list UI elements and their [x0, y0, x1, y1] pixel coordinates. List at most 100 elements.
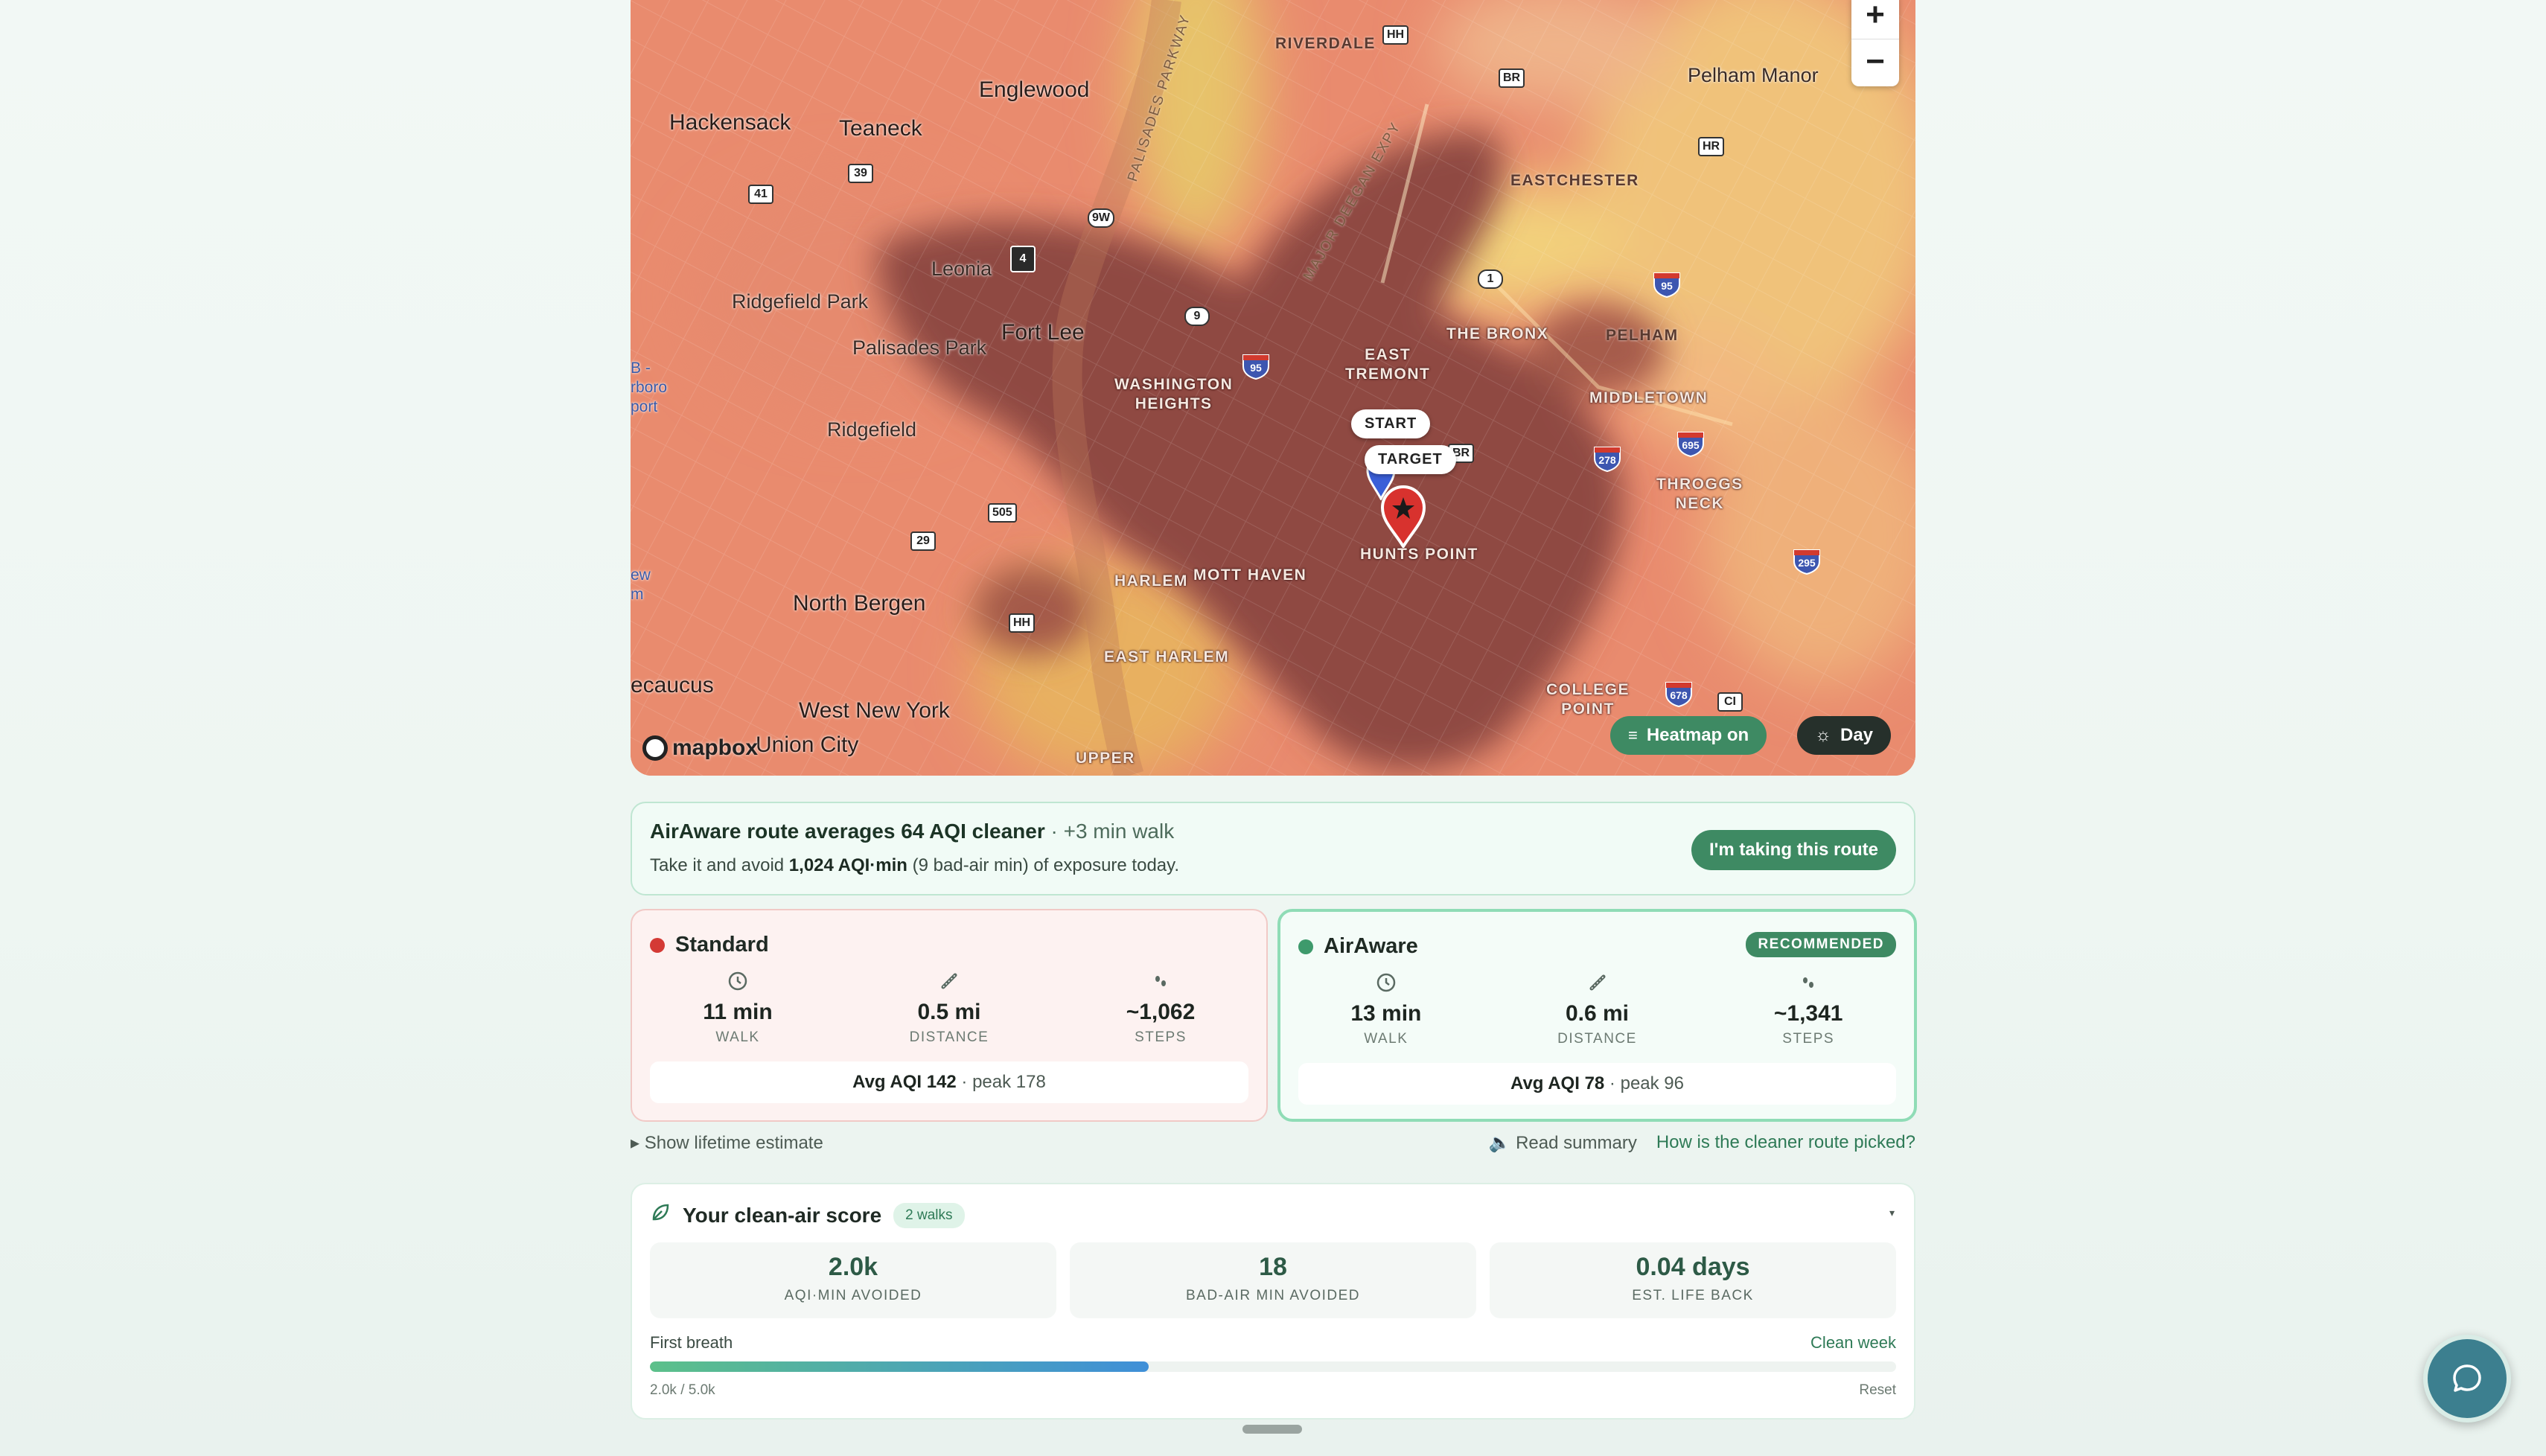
place-college-point: COLLEGE POINT — [1546, 681, 1630, 718]
road-shield: 9W — [1088, 208, 1114, 228]
place-teaneck: Teaneck — [839, 116, 922, 141]
zoom-out-button[interactable]: − — [1851, 39, 1899, 86]
place-east-harlem: EAST HARLEM — [1104, 648, 1230, 665]
place-upper: UPPER — [1076, 750, 1135, 767]
place-the-bronx: THE BRONX — [1446, 325, 1549, 342]
place-secaucus: ecaucus — [631, 673, 714, 697]
start-label: START — [1351, 409, 1431, 438]
footsteps-icon — [1703, 970, 1914, 995]
interstate-shield: 278 — [1592, 445, 1622, 473]
progress-text: 2.0k / 5.0k — [650, 1382, 715, 1398]
road-shield: 29 — [910, 531, 936, 551]
place-pelham: PELHAM — [1606, 327, 1679, 344]
banner-detail: Take it and avoid 1,024 AQI·min (9 bad-a… — [650, 855, 1180, 875]
place-harlem: HARLEM — [1114, 572, 1188, 590]
chat-bubble-icon — [2453, 1364, 2481, 1392]
heatmap-layer — [631, 0, 1915, 776]
mapbox-attribution[interactable]: mapbox — [642, 735, 758, 761]
road-shield: HR — [1698, 137, 1725, 156]
place-englewood: Englewood — [979, 77, 1090, 102]
road-shield: 41 — [748, 185, 773, 204]
chat-button[interactable] — [2423, 1335, 2511, 1423]
place-airport: B - rboro port — [631, 360, 668, 415]
day-toggle-label: Day — [1840, 725, 1874, 745]
score-title: Your clean-air score — [683, 1203, 882, 1227]
place-eastchester: EASTCHESTER — [1510, 172, 1639, 189]
place-union-city: Union City — [756, 732, 859, 757]
place-east-tremont: EAST TREMONT — [1345, 346, 1431, 383]
score-header[interactable]: Your clean-air score 2 walks — [650, 1202, 965, 1228]
place-ridgefield-park: Ridgefield Park — [732, 290, 869, 313]
day-toggle[interactable]: ☼ Day — [1797, 716, 1892, 755]
place-leonia: Leonia — [931, 258, 992, 280]
footsteps-icon — [1055, 968, 1266, 994]
distance-stat: 0.6 mi DISTANCE — [1492, 970, 1703, 1047]
place-mott-haven: MOTT HAVEN — [1193, 566, 1307, 584]
read-summary-link[interactable]: 🔈 Read summary — [1488, 1133, 1637, 1153]
show-lifetime-toggle[interactable]: ▸ Show lifetime estimate — [631, 1133, 823, 1153]
route-map[interactable]: Hackensack Teaneck Englewood Leonia Fort… — [631, 0, 1915, 776]
clock-icon — [632, 968, 843, 994]
star-pin-icon[interactable] — [1379, 485, 1427, 549]
place-palisades-park: Palisades Park — [852, 336, 987, 359]
route-summary-banner: AirAware route averages 64 AQI cleaner ·… — [631, 802, 1915, 895]
place-left-edge: ew m — [631, 566, 651, 603]
road-shield: 4 — [1010, 246, 1036, 272]
reset-button[interactable]: Reset — [1859, 1382, 1896, 1398]
score-tile: 2.0k AQI·MIN AVOIDED — [650, 1242, 1056, 1318]
take-route-button[interactable]: I'm taking this route — [1691, 830, 1896, 870]
heatmap-toggle[interactable]: ≡ Heatmap on — [1610, 716, 1767, 755]
interstate-shield: 678 — [1664, 680, 1694, 708]
score-progress-fill — [650, 1361, 1149, 1372]
route-links-row: ▸ Show lifetime estimate 🔈 Read summary … — [631, 1132, 1915, 1162]
interstate-shield: 695 — [1676, 430, 1706, 458]
road-shield: 9 — [1184, 307, 1210, 326]
road-shield: BR — [1499, 68, 1525, 88]
banner-headline: AirAware route averages 64 AQI cleaner ·… — [650, 820, 1175, 843]
score-tile: 0.04 days EST. LIFE BACK — [1490, 1242, 1896, 1318]
target-label: TARGET — [1365, 445, 1456, 474]
place-north-bergen: North Bergen — [793, 591, 926, 616]
steps-stat: ~1,062 STEPS — [1055, 968, 1266, 1046]
ruler-icon — [1492, 970, 1703, 995]
leaf-icon — [650, 1202, 671, 1228]
road-shield: HH — [1382, 25, 1409, 45]
how-route-picked-link[interactable]: How is the cleaner route picked? — [1656, 1132, 1915, 1152]
place-hackensack: Hackensack — [669, 110, 791, 135]
mapbox-logo-icon — [642, 735, 668, 761]
sheet-drag-handle[interactable] — [1242, 1425, 1302, 1434]
score-progress-bar — [650, 1361, 1896, 1372]
aqi-summary: Avg AQI 142 · peak 178 — [650, 1061, 1248, 1103]
route-name: Standard — [675, 933, 769, 957]
ruler-icon — [843, 968, 1055, 994]
standard-route-card[interactable]: Standard 11 min WALK 0.5 mi DISTANCE ~1,… — [631, 909, 1268, 1122]
walks-badge: 2 walks — [893, 1202, 965, 1228]
road-shield: 39 — [848, 164, 873, 183]
road-shield: 505 — [988, 503, 1017, 523]
place-washington-heights: WASHINGTON HEIGHTS — [1114, 376, 1234, 412]
interstate-shield: 295 — [1792, 548, 1822, 575]
walk-time-stat: 13 min WALK — [1280, 970, 1492, 1047]
place-fort-lee: Fort Lee — [1001, 320, 1085, 345]
road-shield: HH — [1009, 613, 1036, 633]
score-tile: 18 BAD-AIR MIN AVOIDED — [1070, 1242, 1476, 1318]
place-riverdale: RIVERDALE — [1275, 35, 1376, 52]
route-name: AirAware — [1324, 934, 1418, 958]
place-throggs-neck: THROGGS NECK — [1656, 476, 1743, 512]
clean-air-score-panel: Your clean-air score 2 walks ▾ 2.0k AQI·M… — [631, 1183, 1915, 1420]
zoom-controls: + − — [1851, 0, 1899, 86]
place-west-new-york: West New York — [799, 698, 950, 723]
place-hunts-point: HUNTS POINT — [1360, 546, 1478, 563]
place-pelham-manor: Pelham Manor — [1688, 64, 1819, 86]
place-ridgefield: Ridgefield — [827, 418, 917, 441]
place-middletown: MIDDLETOWN — [1589, 389, 1708, 406]
zoom-in-button[interactable]: + — [1866, 0, 1885, 33]
layers-icon: ≡ — [1628, 726, 1638, 744]
airaware-route-card[interactable]: AirAware RECOMMENDED 13 min WALK 0.6 mi … — [1277, 909, 1917, 1122]
road-shield: CI — [1717, 692, 1743, 712]
chevron-down-icon[interactable]: ▾ — [1889, 1207, 1895, 1219]
walk-time-stat: 11 min WALK — [632, 968, 843, 1046]
sun-icon: ☼ — [1815, 725, 1831, 745]
road-shield: 1 — [1478, 269, 1503, 289]
clock-icon — [1280, 970, 1492, 995]
